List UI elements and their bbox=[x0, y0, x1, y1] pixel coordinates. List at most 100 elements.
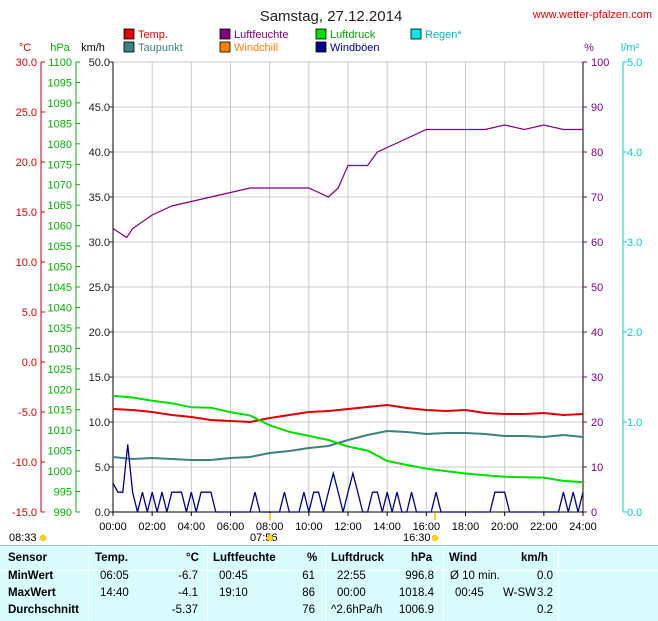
x-tick-label: 24:00 bbox=[569, 521, 597, 533]
legend-label: Taupunkt bbox=[138, 42, 183, 54]
wind-tick-label: 50.0 bbox=[89, 57, 110, 69]
series-taupunkt bbox=[112, 429, 584, 461]
pressure-tick-label: 1055 bbox=[48, 241, 72, 253]
pressure-tick-label: 1010 bbox=[48, 425, 72, 437]
humidity-tick-label: 100 bbox=[591, 57, 609, 69]
cell: -6.7 bbox=[178, 570, 198, 582]
humidity-tick-label: 10 bbox=[591, 462, 603, 474]
legend-swatch bbox=[410, 28, 422, 40]
wind-tick-label: 15.0 bbox=[89, 372, 110, 384]
series-temp bbox=[112, 403, 584, 424]
summary-table: Sensor Temp. °C Luftfeuchte % Luftdruck … bbox=[0, 545, 658, 621]
legend: Temp. Luftfeuchte Luftdruck Regen* Taupunkt W… bbox=[123, 28, 462, 54]
legend-swatch bbox=[123, 28, 135, 40]
cell: 1018.4 bbox=[398, 587, 434, 599]
x-tick-label: 16:00 bbox=[413, 521, 441, 533]
humidity-tick-label: 70 bbox=[591, 192, 603, 204]
cell: ^2.6hPa/h bbox=[331, 604, 383, 616]
cell: 1006.9 bbox=[398, 604, 434, 616]
x-tick-label: 14:00 bbox=[373, 521, 401, 533]
legend-label: Luftdruck bbox=[330, 29, 376, 41]
row-label: Durchschnitt bbox=[8, 604, 79, 616]
x-tick-label: 08:00 bbox=[256, 521, 284, 533]
header-pressure: Luftdruck bbox=[331, 552, 385, 564]
pressure-tick-label: 1005 bbox=[48, 446, 72, 458]
x-tick-label: 04:00 bbox=[178, 521, 206, 533]
cell: 14:40 bbox=[100, 587, 129, 599]
header-pressure-unit: hPa bbox=[411, 552, 433, 564]
x-tick-label: 18:00 bbox=[452, 521, 480, 533]
humidity-tick-label: 90 bbox=[591, 102, 603, 114]
humidity-unit-label: % bbox=[584, 42, 594, 54]
rain-tick-label: 2.0 bbox=[627, 327, 642, 339]
cell: 00:00 bbox=[337, 587, 366, 599]
cell: 61 bbox=[302, 570, 315, 582]
temp-tick-label: 15.0 bbox=[16, 207, 37, 219]
temp-tick-label: 0.0 bbox=[22, 357, 37, 369]
rain-tick-label: 3.0 bbox=[627, 237, 642, 249]
header-wind: Wind bbox=[449, 552, 477, 564]
sunset-time: 16:30 bbox=[403, 532, 431, 544]
cell: 22:55 bbox=[337, 570, 366, 582]
temp-tick-label: 20.0 bbox=[16, 157, 37, 169]
pressure-tick-label: 1035 bbox=[48, 323, 72, 335]
cell: 3.2 bbox=[537, 587, 553, 599]
wind-tick-label: 20.0 bbox=[89, 327, 110, 339]
pressure-tick-label: 1075 bbox=[48, 159, 72, 171]
cell: 86 bbox=[302, 587, 315, 599]
header-temp-unit: °C bbox=[186, 552, 199, 564]
x-tick-label: 12:00 bbox=[334, 521, 362, 533]
rain-tick-label: 0.0 bbox=[627, 507, 642, 519]
pressure-tick-label: 1095 bbox=[48, 77, 72, 89]
sun-times: 08:33 07:56 16:30 bbox=[9, 513, 439, 544]
wind-tick-label: 45.0 bbox=[89, 102, 110, 114]
x-tick-label: 06:00 bbox=[217, 521, 245, 533]
grid bbox=[112, 61, 584, 513]
cell: 19:10 bbox=[219, 587, 248, 599]
wind-tick-label: 25.0 bbox=[89, 282, 110, 294]
cell: -4.1 bbox=[178, 587, 198, 599]
cell: 0.0 bbox=[537, 570, 553, 582]
temp-tick-label: 5.0 bbox=[22, 307, 37, 319]
x-tick-label: 20:00 bbox=[491, 521, 519, 533]
pressure-tick-label: 1065 bbox=[48, 200, 72, 212]
wind-tick-label: 5.0 bbox=[95, 462, 110, 474]
cell: Ø 10 min. bbox=[450, 570, 500, 582]
weather-chart: Samstag, 27.12.2014 www.wetter-pfalzen.c… bbox=[9, 8, 652, 544]
pressure-tick-label: 1020 bbox=[48, 384, 72, 396]
series-luftfeuchte bbox=[112, 124, 583, 239]
temp-unit-label: °C bbox=[19, 42, 31, 54]
chart-title: Samstag, 27.12.2014 bbox=[260, 8, 403, 25]
pressure-tick-label: 1080 bbox=[48, 139, 72, 151]
pressure-tick-label: 1040 bbox=[48, 302, 72, 314]
humidity-tick-label: 50 bbox=[591, 282, 603, 294]
rain-tick-label: 1.0 bbox=[627, 417, 642, 429]
header-humidity: Luftfeuchte bbox=[213, 552, 276, 564]
pressure-tick-label: 1060 bbox=[48, 221, 72, 233]
humidity-tick-label: 60 bbox=[591, 237, 603, 249]
pressure-tick-label: 1090 bbox=[48, 98, 72, 110]
axes: 30.0 25.0 20.0 15.0 10.0 5.0 0.0 -5.0 -10.0 -15.0… bbox=[12, 57, 642, 533]
sun-icon bbox=[39, 534, 47, 542]
legend-swatch bbox=[219, 28, 231, 40]
series-lines bbox=[112, 124, 584, 513]
legend-swatch bbox=[315, 28, 327, 40]
legend-swatch bbox=[315, 41, 327, 53]
pressure-tick-label: 1085 bbox=[48, 118, 72, 130]
pressure-tick-label: 1070 bbox=[48, 180, 72, 192]
x-tick-label: 00:00 bbox=[99, 521, 127, 533]
x-tick-label: 22:00 bbox=[530, 521, 558, 533]
rain-tick-label: 4.0 bbox=[627, 147, 642, 159]
cell: 76 bbox=[302, 604, 315, 616]
website-link[interactable]: www.wetter-pfalzen.com bbox=[532, 9, 652, 21]
sunrise-time: 08:33 bbox=[9, 532, 37, 544]
legend-label: Luftfeuchte bbox=[234, 29, 288, 41]
cell: 00:45 bbox=[455, 587, 484, 599]
x-tick-label: 10:00 bbox=[295, 521, 323, 533]
row-label: MaxWert bbox=[8, 587, 56, 599]
header-humidity-unit: % bbox=[307, 552, 318, 564]
legend-swatch bbox=[219, 41, 231, 53]
table-row-max: MaxWert 14:40 -4.1 19:10 86 00:00 1018.4… bbox=[0, 587, 658, 604]
sun-icon bbox=[431, 534, 439, 542]
wind-tick-label: 0.0 bbox=[95, 507, 110, 519]
